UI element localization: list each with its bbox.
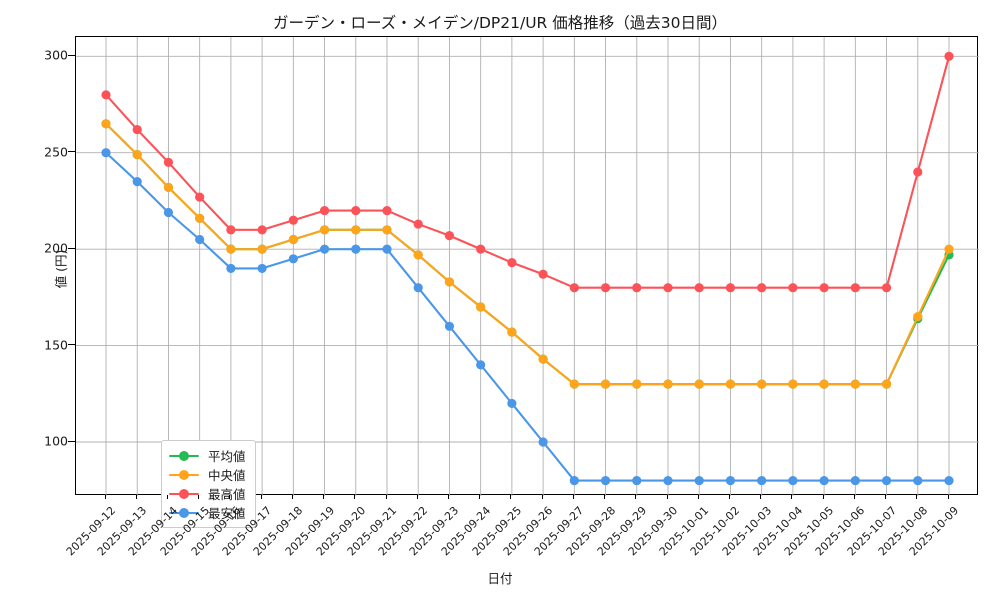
x-tick-mark: [760, 495, 762, 499]
x-tick-mark: [447, 495, 450, 499]
y-tick-label: 250: [44, 144, 68, 160]
x-tick-mark: [291, 495, 293, 499]
x-tick-mark: [697, 495, 699, 499]
x-tick-mark: [791, 495, 793, 499]
x-tick-mark: [822, 495, 824, 499]
legend-item-2[interactable]: 中央値: [169, 465, 246, 484]
x-tick-mark: [260, 495, 262, 499]
x-tick-mark: [166, 495, 169, 499]
x-tick-mark: [541, 495, 543, 499]
series-2: [101, 119, 954, 389]
x-tick-mark: [229, 495, 231, 499]
legend-item-1[interactable]: 平均値: [169, 446, 246, 465]
x-tick-mark: [947, 495, 949, 499]
x-tick-mark: [885, 495, 887, 499]
x-tick-mark: [916, 495, 918, 499]
legend-label: 中央値: [208, 468, 246, 483]
y-tick-mark: [68, 54, 75, 56]
x-tick-mark: [666, 495, 668, 499]
legend-marker-icon: [169, 506, 199, 520]
legend-marker-icon: [169, 468, 199, 482]
y-tick-label: 200: [44, 240, 68, 256]
y-tick-label: 150: [44, 337, 68, 353]
y-tick-mark: [68, 344, 75, 346]
y-axis-label: 値 (円): [53, 249, 69, 289]
legend-label: 最高値: [208, 487, 246, 502]
y-tick-label: 300: [44, 47, 68, 63]
legend-item-3[interactable]: 最高値: [169, 484, 246, 503]
y-tick-mark: [68, 440, 75, 442]
x-tick-mark: [135, 495, 137, 499]
x-tick-mark: [853, 495, 855, 499]
x-tick-mark: [323, 495, 325, 499]
x-axis-tick-labels: 2025-09-12 2025-09-13 2025-09-14 2025-09-15…: [64, 495, 978, 569]
x-tick-mark: [385, 495, 387, 499]
x-tick-mark: [104, 495, 106, 499]
x-tick-mark: [604, 495, 606, 499]
y-tick-label: 100: [44, 433, 68, 449]
chart-svg: [76, 37, 979, 496]
legend-marker-icon: [169, 449, 199, 463]
x-tick-mark: [198, 495, 200, 499]
x-axis-label: 日付: [487, 571, 513, 586]
legend-marker-icon: [169, 487, 199, 501]
series-1: [101, 119, 954, 389]
y-tick-mark: [68, 247, 75, 249]
x-tick-mark: [635, 495, 637, 499]
plot-area: 値 (円) 平均値中央値最高値最安値: [54, 36, 979, 528]
chart-legend: 平均値中央値最高値最安値: [161, 440, 256, 528]
x-tick-mark: [479, 495, 481, 499]
y-tick-mark: [68, 151, 75, 153]
x-tick-mark: [510, 495, 512, 499]
series-3: [101, 51, 954, 293]
legend-label: 平均値: [208, 449, 246, 464]
x-tick-mark: [416, 495, 418, 499]
x-tick-mark: [728, 495, 731, 499]
x-tick-mark: [354, 495, 356, 499]
y-axis-tick-labels: 100 150 200 250 300: [0, 36, 75, 495]
series-4: [101, 148, 954, 486]
chart-title: ガーデン・ローズ・メイデン/DP21/UR 価格推移（過去30日間）: [273, 14, 727, 32]
x-tick-mark: [572, 495, 574, 499]
legend-label: 最安値: [208, 506, 246, 521]
legend-item-4[interactable]: 最安値: [169, 503, 246, 522]
